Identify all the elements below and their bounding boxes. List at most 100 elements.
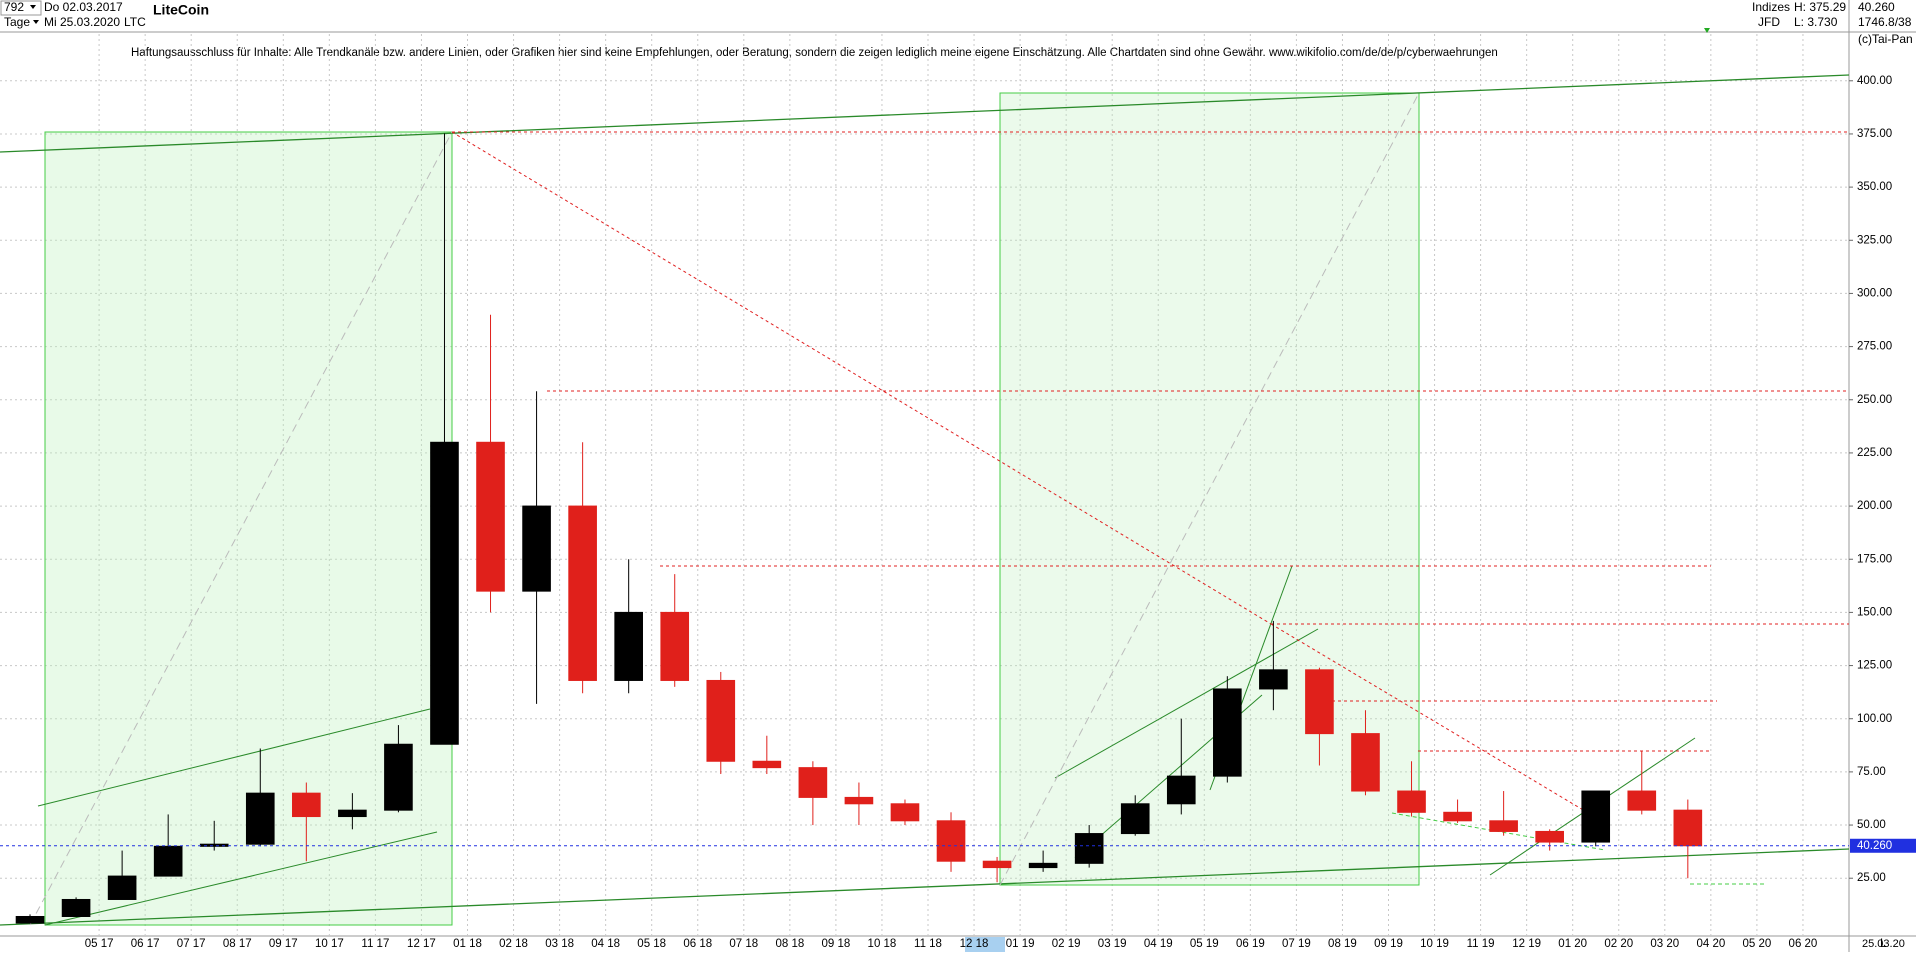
- grid: [0, 34, 1849, 936]
- x-tick-label: 09 19: [1374, 938, 1403, 950]
- count: 792: [4, 0, 24, 14]
- candle-body: [245, 792, 275, 845]
- x-tick-label: 02 20: [1604, 938, 1633, 950]
- candle-body: [1581, 790, 1611, 843]
- candle-body: [61, 898, 91, 917]
- y-tick-label: 300.00: [1857, 287, 1892, 299]
- group: Indizes: [1752, 0, 1790, 14]
- x-tick-label: 05 17: [85, 938, 114, 950]
- x-tick-label: 01 20: [1558, 938, 1587, 950]
- x-tick-label: 12 18: [960, 938, 989, 950]
- candle-body: [1305, 669, 1334, 735]
- candle-body: [1259, 669, 1288, 690]
- candle-body: [384, 743, 413, 811]
- candle-body: [1673, 809, 1703, 847]
- y-tick-label: 75.00: [1857, 766, 1886, 778]
- x-tick-label: 01 19: [1006, 938, 1035, 950]
- trend-line: [0, 848, 1850, 926]
- dropdown-arrows: [30, 5, 39, 24]
- candle-body: [844, 796, 874, 805]
- x-highlight: [965, 937, 1005, 952]
- x-tick-label: 05 18: [637, 938, 666, 950]
- subtitle: Haftungsausschluss für Inhalte: Alle Tre…: [131, 47, 1498, 59]
- diagonal: [29, 131, 453, 926]
- x-tick-label: 03 19: [1098, 938, 1127, 950]
- candle-body: [153, 845, 183, 877]
- y-tick-label: 275.00: [1857, 341, 1892, 353]
- diagonal: [999, 92, 1420, 886]
- candle-body: [1028, 862, 1058, 869]
- y-tick-label: 250.00: [1857, 394, 1892, 406]
- candle-body: [1489, 820, 1518, 832]
- trend-line: [44, 831, 438, 926]
- x-tick-label: 06 18: [683, 938, 712, 950]
- candles: [15, 133, 1703, 924]
- candle-body: [1166, 775, 1196, 805]
- candle-body: [522, 505, 551, 592]
- candle-body: [292, 792, 321, 818]
- trend-line: [0, 74, 1850, 153]
- candle-body: [798, 767, 828, 798]
- candle-body: [706, 679, 736, 762]
- y-tick-label: 25.00: [1857, 872, 1886, 884]
- x-tick-label: 11 17: [361, 938, 389, 950]
- start-date: Do 02.03.2017: [44, 0, 123, 14]
- x-tick-label: 01 18: [453, 938, 482, 950]
- x-tick-label: 11 19: [1467, 938, 1495, 950]
- x-tick-label: 07 17: [177, 938, 206, 950]
- y-tick-label: 225.00: [1857, 447, 1892, 459]
- candle-body: [982, 860, 1012, 869]
- x-tick-label: 08 18: [775, 938, 804, 950]
- y-tick-label: 375.00: [1857, 128, 1892, 140]
- candle-body: [1397, 790, 1426, 813]
- candle-body: [199, 843, 229, 847]
- y-tick-label: 50.00: [1857, 819, 1886, 831]
- candle-body: [936, 820, 966, 862]
- x-tick-label: 04 20: [1696, 938, 1725, 950]
- candle-body: [107, 875, 137, 900]
- high: H: 375.29: [1794, 0, 1846, 14]
- x-tick-label: 09 18: [822, 938, 851, 950]
- x-tick-label: 11 18: [914, 938, 942, 950]
- copyright: (c)Tai-Pan: [1858, 32, 1913, 46]
- y-tick-label: 100.00: [1857, 713, 1892, 725]
- instrument: LiteCoin: [153, 2, 209, 18]
- x-tick-label: 08 19: [1328, 938, 1357, 950]
- x-tick-label: 09 17: [269, 938, 298, 950]
- x-tick-label: 02 18: [499, 938, 528, 950]
- x-tick-label: 04 18: [591, 938, 620, 950]
- x-tick-label: 04 19: [1144, 938, 1173, 950]
- x-tick-label: 07 18: [729, 938, 758, 950]
- candle-body: [660, 611, 690, 681]
- candle-body: [1627, 790, 1657, 811]
- source: JFD: [1758, 15, 1780, 29]
- candle-body: [890, 803, 920, 822]
- y-tick-label: 125.00: [1857, 660, 1892, 672]
- candle-body: [1351, 733, 1380, 792]
- info: 1746.8/38: [1858, 15, 1912, 29]
- last-price-label: 40.260: [1857, 840, 1892, 852]
- x-tick-label: 10 18: [868, 938, 897, 950]
- x-tick-label: 02 19: [1052, 938, 1081, 950]
- x-tick-label: 12 19: [1512, 938, 1541, 950]
- x-tick-label: 10 19: [1420, 938, 1449, 950]
- footer-scale: L: [1880, 936, 1887, 950]
- candle-body: [752, 760, 782, 769]
- count-box[interactable]: [0, 0, 42, 16]
- y-tick-label: 200.00: [1857, 500, 1892, 512]
- footer-date: 25.03.20: [1862, 938, 1905, 950]
- x-tick-label: 06 17: [131, 938, 160, 950]
- x-tick-label: 06 20: [1789, 938, 1818, 950]
- x-tick-label: 10 17: [315, 938, 344, 950]
- last: 40.260: [1858, 0, 1895, 14]
- x-tick-label: 05 20: [1743, 938, 1772, 950]
- last-price-tag: [1850, 838, 1916, 853]
- y-tick-label: 175.00: [1857, 553, 1892, 565]
- candle-body: [15, 915, 45, 924]
- y-tick-label: 325.00: [1857, 234, 1892, 246]
- candle-body: [1213, 688, 1242, 777]
- x-tick-label: 08 17: [223, 938, 252, 950]
- candle-body: [1120, 803, 1150, 835]
- red-diagonal: [1270, 623, 1601, 821]
